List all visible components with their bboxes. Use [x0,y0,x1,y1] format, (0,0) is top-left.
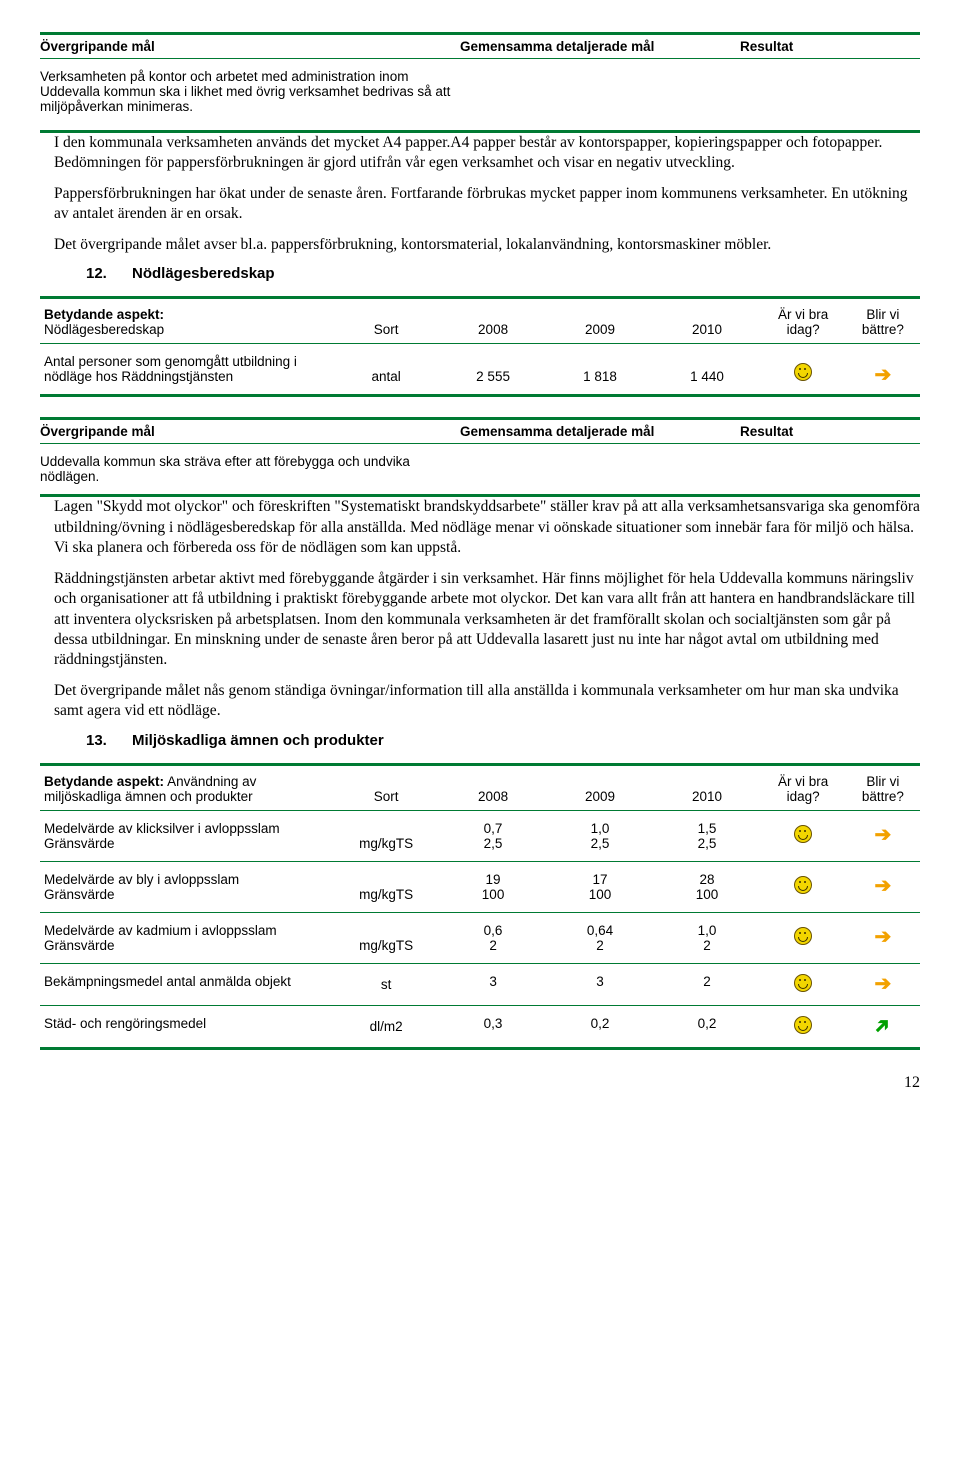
goal-header: Övergripande mål Gemensamma detaljerade … [40,35,920,58]
cell: st [333,964,440,1005]
cell: 1,52,5 [654,811,761,861]
row-label: Antal personer som genomgått utbildning … [40,344,333,394]
aspect-value: Nödlägesberedskap [44,322,164,337]
col-header: Sort [333,299,440,343]
cell: mg/kgTS [333,811,440,861]
cell: dl/m2 [333,1006,440,1047]
cell: 0,3 [440,1006,547,1047]
col-header: 2009 [547,299,654,343]
cell: 19100 [440,862,547,912]
cell: antal [333,344,440,394]
goal-header: Övergripande mål Gemensamma detaljerade … [40,420,920,443]
cell: 28100 [654,862,761,912]
arrow-right-icon: ➔ [874,878,891,894]
col-header: Sort [333,766,440,810]
col-header: bättre? [862,789,904,804]
row-label: Bekämpningsmedel antal anmälda objekt [44,974,329,989]
arrow-right-icon: ➔ [874,976,891,992]
heading-title: Nödlägesberedskap [132,265,275,282]
col-header: Resultat [740,39,920,54]
paragraph: Lagen "Skydd mot olyckor" och föreskrift… [54,497,920,558]
heading-number: 12. [86,265,132,282]
paragraph: Pappersförbrukningen har ökat under de s… [54,184,920,225]
goal-text: Uddevalla kommun ska sträva efter att fö… [40,444,460,494]
heading-number: 13. [86,732,132,749]
cell: 3 [440,964,547,1005]
smiley-icon [794,363,812,381]
arrow-right-icon: ➔ [874,827,891,843]
smiley-icon [794,825,812,843]
col-header: Resultat [740,424,920,439]
paragraph: I den kommunala verksamheten används det… [54,133,920,174]
col-header: Blir vi [866,307,899,322]
col-header: 2010 [654,766,761,810]
cell: mg/kgTS [333,862,440,912]
row-label: Medelvärde av kadmium i avloppsslam [44,923,329,938]
col-header: Övergripande mål [40,424,460,439]
paragraph: Det övergripande målet nås genom ständig… [54,681,920,722]
col-header: Gemensamma detaljerade mål [460,39,740,54]
cell: 0,72,5 [440,811,547,861]
smiley-icon [794,876,812,894]
section-heading: 13. Miljöskadliga ämnen och produkter [86,732,920,749]
cell: 3 [547,964,654,1005]
col-header: idag? [787,322,820,337]
col-header: 2010 [654,299,761,343]
row-label: Medelvärde av bly i avloppsslam [44,872,329,887]
cell: 0,62 [440,913,547,963]
cell: 2 555 [440,344,547,394]
smiley-icon [794,1016,812,1034]
cell: 0,2 [547,1006,654,1047]
cell: 0,2 [654,1006,761,1047]
data-table-2-head: Betydande aspekt: Användning av miljöska… [40,766,920,810]
arrow-right-icon: ➔ [874,367,891,383]
col-header: bättre? [862,322,904,337]
col-header: Gemensamma detaljerade mål [460,424,740,439]
goal-text: Verksamheten på kontor och arbetet med a… [40,59,460,130]
cell: 1 818 [547,344,654,394]
col-header: Blir vi [866,774,899,789]
col-header: Är vi bra [778,774,828,789]
col-header: Övergripande mål [40,39,460,54]
col-header: idag? [787,789,820,804]
col-header: Är vi bra [778,307,828,322]
aspect-label: Betydande aspekt: [44,307,164,322]
page-number: 12 [40,1074,920,1092]
rule [40,1047,920,1050]
heading-title: Miljöskadliga ämnen och produkter [132,732,384,749]
arrow-up-icon: ➔ [871,1014,894,1037]
row-sublabel: Gränsvärde [44,887,329,902]
data-table-2-body: Medelvärde av klicksilver i avloppsslamG… [40,811,920,1047]
cell: 2 [654,964,761,1005]
smiley-icon [794,974,812,992]
row-label: Städ- och rengöringsmedel [44,1016,329,1031]
row-sublabel: Gränsvärde [44,938,329,953]
cell: 1,02,5 [547,811,654,861]
col-header: 2008 [440,766,547,810]
paragraph: Räddningstjänsten arbetar aktivt med för… [54,569,920,671]
col-header: 2009 [547,766,654,810]
cell: 17100 [547,862,654,912]
paragraph: Det övergripande målet avser bl.a. pappe… [54,235,920,255]
cell: 1,02 [654,913,761,963]
data-table-1: Betydande aspekt: Nödlägesberedskap Sort… [40,299,920,343]
cell: mg/kgTS [333,913,440,963]
row-label: Medelvärde av klicksilver i avloppsslam [44,821,329,836]
arrow-right-icon: ➔ [874,929,891,945]
cell: 1 440 [654,344,761,394]
col-header: 2008 [440,299,547,343]
smiley-icon [794,927,812,945]
row-sublabel: Gränsvärde [44,836,329,851]
section-heading: 12. Nödlägesberedskap [86,265,920,282]
aspect-label: Betydande aspekt: [44,774,164,789]
cell: 0,642 [547,913,654,963]
